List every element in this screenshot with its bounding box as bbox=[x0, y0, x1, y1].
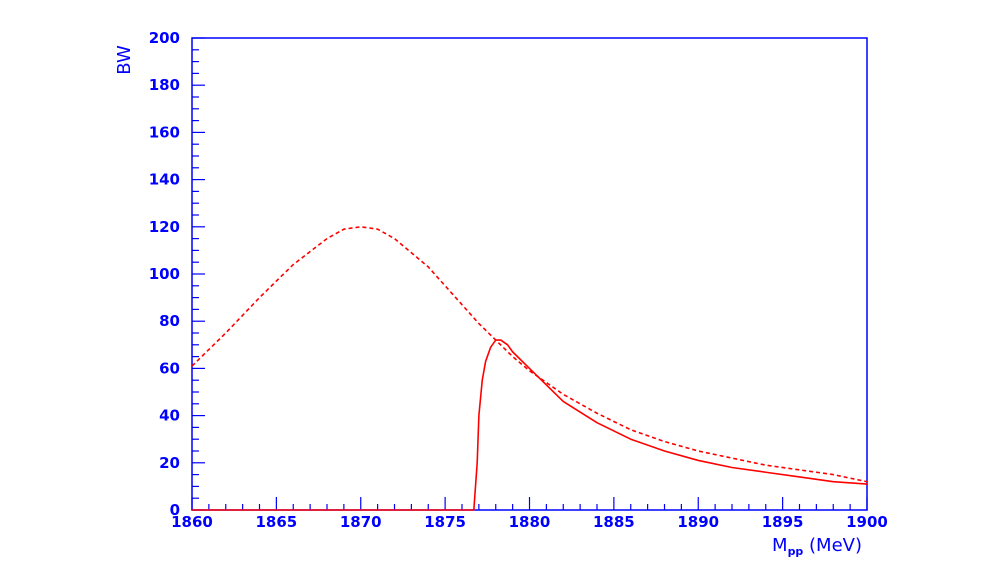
x-tick-label: 1875 bbox=[424, 513, 466, 531]
y-tick-label: 180 bbox=[149, 76, 180, 94]
x-tick-label: 1885 bbox=[593, 513, 635, 531]
y-tick-label: 80 bbox=[159, 312, 180, 330]
x-tick-label: 1895 bbox=[762, 513, 804, 531]
dashed-curve bbox=[192, 227, 867, 482]
x-tick-label: 1890 bbox=[677, 513, 719, 531]
y-axis-ticks: 0 20 40 60 80 100 120 140 160 180 200 bbox=[149, 29, 205, 519]
plot-frame bbox=[192, 38, 867, 510]
y-axis-title: BW bbox=[114, 45, 135, 75]
y-tick-label: 60 bbox=[159, 359, 180, 377]
x-axis-title: Mpp (MeV) bbox=[772, 535, 862, 558]
y-tick-label: 200 bbox=[149, 29, 180, 47]
x-tick-label: 1900 bbox=[846, 513, 888, 531]
x-tick-label: 1865 bbox=[256, 513, 298, 531]
x-axis-title-sub: pp bbox=[788, 545, 804, 558]
y-tick-label: 0 bbox=[170, 501, 180, 519]
y-tick-label: 120 bbox=[149, 218, 180, 236]
y-tick-label: 100 bbox=[149, 265, 180, 283]
solid-curve bbox=[192, 340, 867, 510]
x-axis-title-unit: (MeV) bbox=[803, 535, 862, 556]
y-tick-label: 140 bbox=[149, 171, 180, 189]
x-axis-title-main: M bbox=[772, 535, 788, 556]
x-tick-label: 1870 bbox=[340, 513, 382, 531]
y-tick-label: 160 bbox=[149, 123, 180, 141]
y-tick-label: 40 bbox=[159, 407, 180, 425]
curves bbox=[192, 227, 867, 510]
y-tick-label: 20 bbox=[159, 454, 180, 472]
x-tick-label: 1880 bbox=[509, 513, 551, 531]
